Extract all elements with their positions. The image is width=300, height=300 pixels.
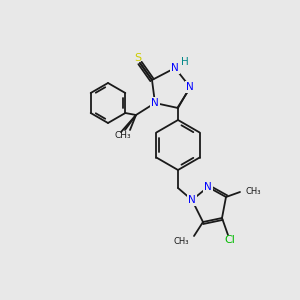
Text: H: H: [181, 57, 189, 67]
Text: N: N: [151, 98, 159, 108]
Text: S: S: [134, 53, 142, 63]
Text: CH₃: CH₃: [115, 130, 131, 140]
Text: CH₃: CH₃: [245, 188, 260, 196]
Text: N: N: [188, 195, 196, 205]
Text: Cl: Cl: [225, 235, 236, 245]
Text: N: N: [204, 182, 212, 192]
Text: N: N: [171, 63, 179, 73]
Text: CH₃: CH₃: [173, 236, 189, 245]
Text: N: N: [186, 82, 194, 92]
